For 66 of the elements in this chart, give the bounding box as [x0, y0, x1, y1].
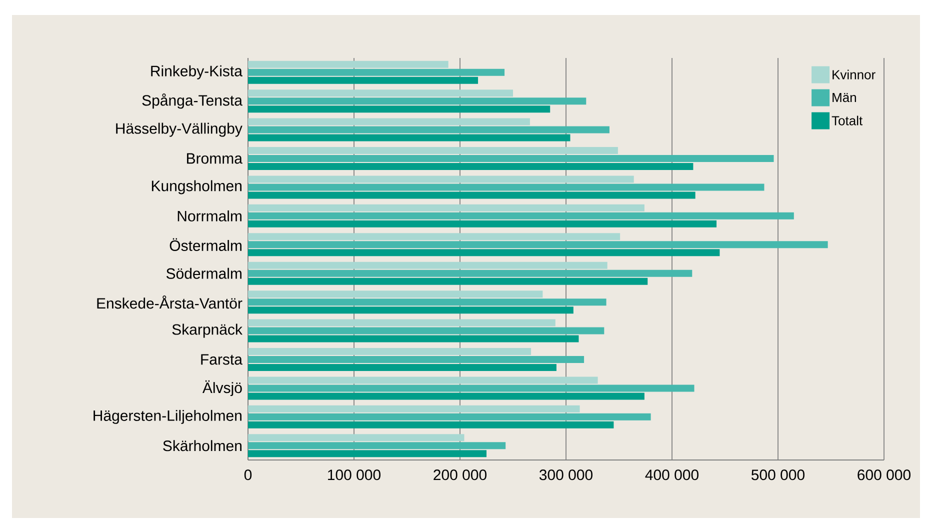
legend-label: Totalt: [832, 116, 863, 126]
bar: [248, 106, 550, 113]
bar: [248, 298, 606, 306]
bar: [248, 270, 692, 277]
bar: [248, 413, 651, 420]
bar: [248, 233, 620, 240]
legend-label: Kvinnor: [832, 70, 876, 80]
bar: [248, 290, 543, 298]
bar: [248, 327, 604, 334]
bar: [248, 405, 580, 412]
bar: [248, 192, 696, 199]
y-tick-label: Norrmalm: [178, 210, 242, 222]
bar: [248, 126, 610, 134]
bar: [248, 335, 579, 342]
bar: [248, 434, 464, 442]
bar: [248, 384, 694, 392]
y-tick-label: Enskede-Årsta-Vantör: [97, 295, 242, 309]
y-tick-label: Skarpnäck: [172, 324, 242, 338]
bar: [248, 249, 720, 256]
bar: [248, 60, 448, 68]
x-tick-label: 100 000: [328, 470, 380, 480]
y-tick-label: Hässelby-Vällingby: [116, 122, 242, 137]
y-tick-label: Hägersten-Liljeholmen: [94, 410, 242, 424]
bar: [248, 204, 644, 212]
bar: [248, 68, 505, 76]
y-tick-label: Södermalm: [166, 268, 242, 279]
bar: [248, 98, 586, 105]
bar: [248, 306, 574, 314]
y-tick-label: Spånga-Tensta: [142, 93, 242, 109]
x-tick-label: 600 000: [858, 470, 910, 480]
y-tick-label: Rinkeby-Kista: [151, 65, 242, 80]
legend-label: Män: [832, 93, 856, 102]
bar: [248, 319, 556, 326]
y-tick-label: Farsta: [201, 354, 242, 365]
bar: [248, 450, 487, 458]
bar: [248, 163, 694, 170]
bar: [248, 90, 514, 97]
bar: [248, 76, 478, 84]
y-tick-label: Kungsholmen: [152, 180, 242, 194]
x-tick-label: 200 000: [434, 470, 486, 480]
bar: [248, 184, 764, 191]
x-tick-label: 300 000: [539, 470, 592, 480]
bar: [248, 364, 556, 372]
bar: [248, 134, 570, 142]
y-tick-label: Östermalm: [170, 238, 242, 251]
bar: [248, 421, 614, 428]
bar: [248, 376, 598, 384]
y-tick-label: Bromma: [187, 153, 242, 164]
bar: [248, 442, 506, 450]
bar: [248, 392, 644, 400]
bar: [248, 348, 532, 356]
bar: [248, 118, 530, 126]
bar: [248, 155, 774, 162]
bar: [248, 220, 717, 228]
bar: [248, 356, 584, 364]
bar: [248, 212, 794, 220]
x-tick-label: 0: [244, 470, 252, 480]
bar: [248, 241, 828, 248]
bar: [248, 176, 634, 183]
bar: [248, 262, 608, 269]
bar: [248, 278, 648, 285]
y-tick-label: Älvsjö: [202, 380, 242, 396]
bar: [248, 147, 618, 154]
y-tick-label: Skärholmen: [163, 440, 242, 452]
x-tick-label: 500 000: [751, 470, 804, 480]
x-tick-label: 400 000: [645, 470, 698, 480]
